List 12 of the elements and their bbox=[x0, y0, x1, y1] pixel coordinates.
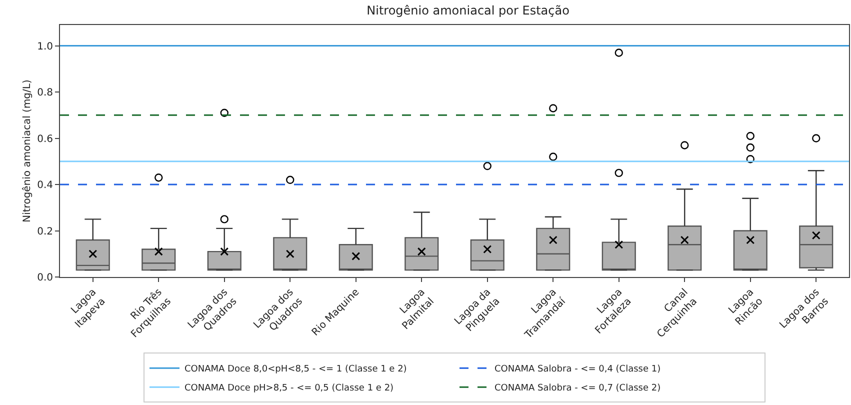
y-axis-title: Nitrogênio amoniacal (mg/L) bbox=[22, 80, 33, 222]
y-tick-label: 0.0 bbox=[37, 272, 53, 284]
y-tick-label: 0.2 bbox=[37, 226, 53, 238]
y-tick-label: 1.0 bbox=[37, 41, 53, 52]
legend-label: CONAMA Doce 8,0<pH<8,5 - <= 1 (Classe 1 e 2) bbox=[184, 364, 407, 375]
legend-label: CONAMA Salobra - <= 0,7 (Classe 2) bbox=[494, 384, 661, 394]
legend-label: CONAMA Doce pH>8,5 - <= 0,5 (Classe 1 e 2) bbox=[184, 384, 394, 394]
chart-title: Nitrogênio amoniacal por Estação bbox=[366, 3, 570, 18]
legend-label: CONAMA Salobra - <= 0,4 (Classe 1) bbox=[494, 364, 661, 375]
y-tick-label: 0.8 bbox=[37, 88, 53, 99]
y-tick-label: 0.4 bbox=[37, 180, 53, 192]
y-tick-label: 0.6 bbox=[37, 134, 53, 145]
